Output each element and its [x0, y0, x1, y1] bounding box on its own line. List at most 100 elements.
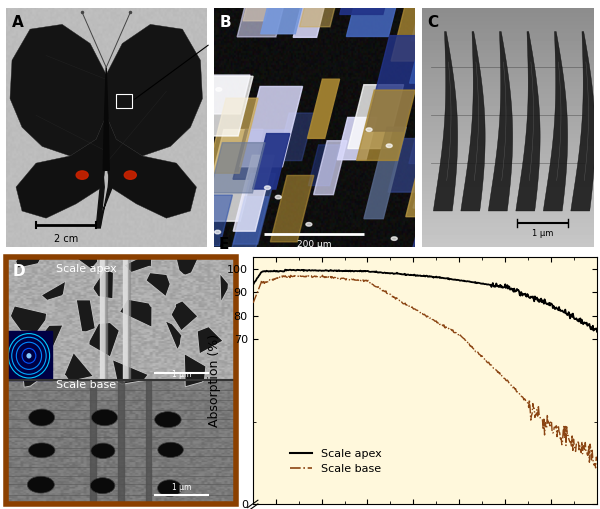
Ellipse shape	[366, 128, 372, 131]
Polygon shape	[340, 0, 403, 14]
Polygon shape	[261, 0, 319, 34]
Polygon shape	[41, 325, 63, 359]
Text: 1 μm: 1 μm	[532, 229, 553, 238]
Polygon shape	[197, 327, 223, 354]
Polygon shape	[293, 0, 326, 37]
Text: Scale base: Scale base	[56, 381, 116, 390]
Polygon shape	[10, 24, 106, 156]
Polygon shape	[76, 300, 95, 332]
Ellipse shape	[158, 480, 182, 496]
Polygon shape	[299, 0, 346, 27]
Legend: Scale apex, Scale base: Scale apex, Scale base	[286, 444, 386, 478]
Polygon shape	[233, 130, 289, 179]
Ellipse shape	[91, 409, 118, 426]
Ellipse shape	[386, 144, 392, 148]
Polygon shape	[89, 323, 119, 357]
Polygon shape	[411, 0, 441, 41]
Polygon shape	[406, 168, 434, 217]
Bar	[6, 331, 52, 381]
Polygon shape	[194, 76, 253, 136]
Bar	[91, 381, 96, 504]
Ellipse shape	[158, 442, 184, 458]
Bar	[116, 94, 132, 108]
Polygon shape	[124, 251, 152, 272]
Polygon shape	[388, 138, 429, 192]
Text: 1 μm: 1 μm	[172, 484, 191, 492]
Polygon shape	[364, 127, 406, 219]
Ellipse shape	[28, 443, 55, 458]
Polygon shape	[571, 32, 595, 211]
Polygon shape	[175, 251, 200, 275]
Text: 200 μm: 200 μm	[297, 240, 332, 249]
Polygon shape	[271, 176, 314, 242]
Polygon shape	[210, 143, 265, 193]
Ellipse shape	[155, 412, 181, 428]
Text: A: A	[12, 15, 24, 30]
Ellipse shape	[216, 88, 222, 91]
Polygon shape	[274, 0, 331, 6]
Polygon shape	[201, 130, 263, 221]
Polygon shape	[68, 246, 98, 269]
Polygon shape	[16, 116, 106, 218]
Polygon shape	[243, 0, 287, 21]
Text: B: B	[220, 15, 232, 30]
Ellipse shape	[124, 171, 136, 179]
Text: D: D	[13, 265, 26, 279]
Text: 1 μm: 1 μm	[172, 370, 191, 379]
Bar	[146, 381, 151, 504]
Bar	[6, 257, 236, 504]
Ellipse shape	[265, 186, 271, 189]
Polygon shape	[461, 32, 485, 211]
Polygon shape	[96, 163, 104, 228]
Polygon shape	[237, 0, 294, 37]
Polygon shape	[337, 118, 377, 160]
Polygon shape	[391, 0, 440, 61]
Polygon shape	[207, 98, 258, 173]
Bar	[100, 257, 105, 381]
Polygon shape	[106, 24, 202, 156]
Polygon shape	[413, 147, 457, 208]
Polygon shape	[16, 243, 41, 268]
Polygon shape	[96, 163, 112, 228]
Text: 2 cm: 2 cm	[54, 234, 78, 244]
Text: E: E	[218, 237, 229, 252]
Ellipse shape	[91, 443, 115, 459]
Polygon shape	[407, 208, 444, 269]
Polygon shape	[230, 197, 269, 253]
Polygon shape	[220, 273, 229, 302]
Polygon shape	[184, 354, 206, 387]
Polygon shape	[433, 32, 458, 211]
Polygon shape	[488, 32, 512, 211]
Bar	[128, 257, 130, 381]
Ellipse shape	[28, 476, 55, 493]
Polygon shape	[64, 353, 94, 382]
Polygon shape	[308, 79, 340, 138]
Ellipse shape	[275, 195, 281, 199]
Polygon shape	[308, 145, 340, 186]
Polygon shape	[277, 113, 314, 160]
Text: C: C	[427, 15, 439, 30]
Ellipse shape	[215, 230, 221, 234]
Polygon shape	[346, 1, 398, 37]
Polygon shape	[356, 90, 415, 160]
Polygon shape	[146, 273, 170, 297]
Polygon shape	[233, 155, 274, 231]
Circle shape	[27, 354, 31, 358]
Ellipse shape	[90, 477, 115, 494]
Polygon shape	[103, 68, 109, 171]
Polygon shape	[200, 195, 232, 246]
Bar	[122, 257, 128, 381]
Polygon shape	[106, 116, 196, 218]
Polygon shape	[20, 346, 45, 387]
Polygon shape	[119, 299, 152, 327]
Polygon shape	[314, 140, 347, 194]
Polygon shape	[409, 114, 440, 163]
Polygon shape	[233, 174, 275, 244]
Ellipse shape	[76, 171, 88, 179]
Bar	[105, 257, 107, 381]
Y-axis label: Absorption (%): Absorption (%)	[208, 334, 221, 427]
Bar	[118, 381, 124, 504]
Polygon shape	[544, 32, 568, 211]
Polygon shape	[240, 87, 302, 167]
Polygon shape	[516, 32, 540, 211]
